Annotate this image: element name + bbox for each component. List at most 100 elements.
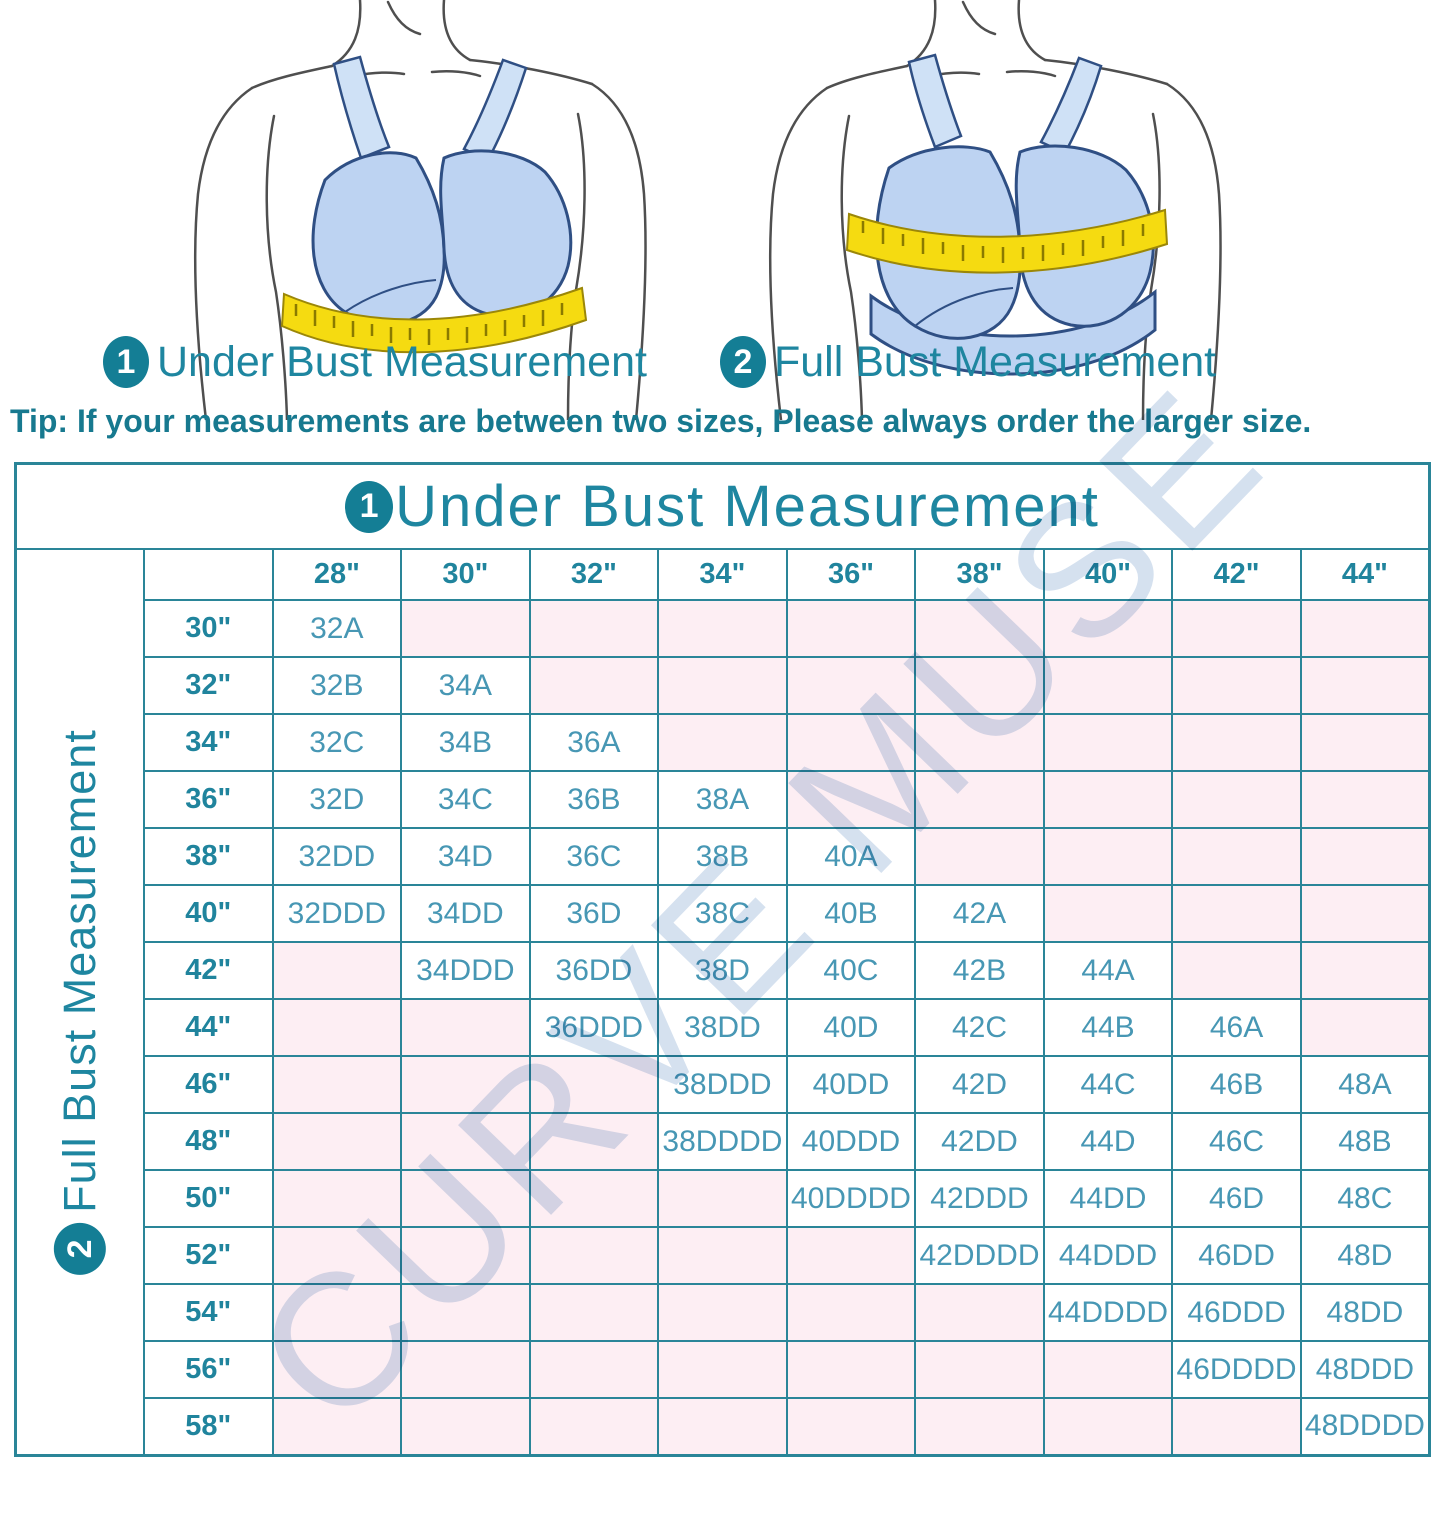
empty-cell: [1299, 827, 1431, 886]
size-cell: 36C: [528, 827, 660, 886]
row-axis-label: 2 Full Bust Measurement: [17, 551, 142, 1453]
size-cell: 48D: [1299, 1226, 1431, 1285]
size-cell: 42D: [914, 1055, 1045, 1114]
row-axis-label-rotated: 2 Full Bust Measurement: [54, 729, 107, 1275]
col-header: 44": [1299, 548, 1431, 601]
row-header: 58": [143, 1397, 274, 1456]
empty-cell: [1171, 713, 1302, 772]
empty-cell: [785, 1340, 917, 1399]
size-cell: 40DDDD: [785, 1169, 917, 1228]
row-header: 36": [143, 770, 274, 829]
size-cell: 40D: [785, 998, 917, 1057]
row-header: 32": [143, 656, 274, 715]
table-title-cell: 1 Under Bust Measurement: [14, 462, 1431, 550]
empty-cell: [1042, 1340, 1174, 1399]
size-cell: 48DD: [1299, 1283, 1431, 1342]
empty-cell: [785, 1283, 917, 1342]
size-cell: 42DD: [914, 1112, 1045, 1171]
size-cell: 46DDD: [1171, 1283, 1302, 1342]
empty-cell: [657, 713, 788, 772]
size-cell: 34DD: [400, 884, 531, 943]
row-header: 42": [143, 941, 274, 1000]
size-cell: 48C: [1299, 1169, 1431, 1228]
empty-cell: [785, 713, 917, 772]
row-header: 52": [143, 1226, 274, 1285]
empty-cell: [914, 770, 1045, 829]
size-cell: 32DDD: [271, 884, 403, 943]
size-cell: 46B: [1171, 1055, 1302, 1114]
size-cell: 46A: [1171, 998, 1302, 1057]
table-title: 1 Under Bust Measurement: [18, 473, 1428, 540]
size-cell: 34D: [400, 827, 531, 886]
table-row: 44" 36DDD 38DD 40D 42C 44B 46A: [16, 998, 1431, 1057]
size-table: 1 Under Bust Measurement 2 Full Bust Measur…: [14, 462, 1431, 1457]
row-header: 46": [143, 1055, 274, 1114]
table-title-row: 1 Under Bust Measurement: [14, 462, 1431, 550]
empty-cell: [657, 1169, 788, 1228]
row-header: 54": [143, 1283, 274, 1342]
full-bust-figure-illustration: [768, 0, 1222, 420]
row-axis-label-cell: 2 Full Bust Measurement: [14, 548, 146, 1456]
empty-cell: [657, 1283, 788, 1342]
empty-cell: [528, 1169, 660, 1228]
row-header: 30": [143, 599, 274, 658]
under-bust-caption-label: Under Bust Measurement: [157, 337, 647, 386]
size-cell: 44DDDD: [1042, 1283, 1174, 1342]
empty-cell: [1171, 884, 1302, 943]
empty-cell: [400, 1055, 531, 1114]
empty-cell: [271, 1397, 403, 1456]
table-row: 48" 38DDDD 40DDD 42DD 44D 46C 48B: [16, 1112, 1431, 1171]
size-cell: 42DDDD: [914, 1226, 1045, 1285]
size-cell: 44D: [1042, 1112, 1174, 1171]
size-cell: 32A: [271, 599, 403, 658]
empty-cell: [1299, 656, 1431, 715]
empty-cell: [271, 1055, 403, 1114]
torso-sketch: [768, 0, 1222, 420]
full-bust-caption-label: Full Bust Measurement: [774, 337, 1217, 386]
size-cell: 48B: [1299, 1112, 1431, 1171]
empty-cell: [1171, 599, 1302, 658]
size-cell: 38DDDD: [657, 1112, 788, 1171]
size-cell: 32C: [271, 713, 403, 772]
table-row: 54" 44DDDD 46DDD 48DD: [16, 1283, 1431, 1342]
empty-cell: [528, 656, 660, 715]
measuring-tape-under-bust: [280, 286, 588, 354]
empty-cell: [271, 1283, 403, 1342]
empty-cell: [1299, 884, 1431, 943]
empty-cell: [271, 941, 403, 1000]
empty-cell: [785, 656, 917, 715]
col-header: 36": [785, 548, 917, 601]
empty-cell: [271, 1340, 403, 1399]
size-cell: 36B: [528, 770, 660, 829]
row-header: 48": [143, 1112, 274, 1171]
size-cell: 40A: [785, 827, 917, 886]
table-row: 58" 48DDDD: [16, 1397, 1431, 1456]
size-cell: 34B: [400, 713, 531, 772]
empty-cell: [528, 1283, 660, 1342]
empty-cell: [914, 656, 1045, 715]
col-header: 32": [528, 548, 660, 601]
table-row: 52" 42DDDD 44DDD 46DD 48D: [16, 1226, 1431, 1285]
empty-cell: [657, 1340, 788, 1399]
size-cell: 46DD: [1171, 1226, 1302, 1285]
empty-cell: [1299, 941, 1431, 1000]
table-title-label: Under Bust Measurement: [395, 474, 1100, 539]
row-header: 40": [143, 884, 274, 943]
empty-cell: [1171, 1397, 1302, 1456]
empty-cell: [400, 1283, 531, 1342]
table-row: 30" 32A: [16, 599, 1431, 658]
empty-cell: [657, 1397, 788, 1456]
size-cell: 34C: [400, 770, 531, 829]
size-cell: 48DDDD: [1299, 1397, 1431, 1456]
size-cell: 32DD: [271, 827, 403, 886]
row-header: 44": [143, 998, 274, 1057]
empty-cell: [528, 1055, 660, 1114]
empty-cell: [400, 1112, 531, 1171]
badge-2-icon: 2: [720, 336, 766, 388]
empty-cell: [528, 1226, 660, 1285]
size-cell: 36DDD: [528, 998, 660, 1057]
col-header: 42": [1171, 548, 1302, 601]
empty-cell: [657, 1226, 788, 1285]
table-row: 56" 46DDDD 48DDD: [16, 1340, 1431, 1399]
